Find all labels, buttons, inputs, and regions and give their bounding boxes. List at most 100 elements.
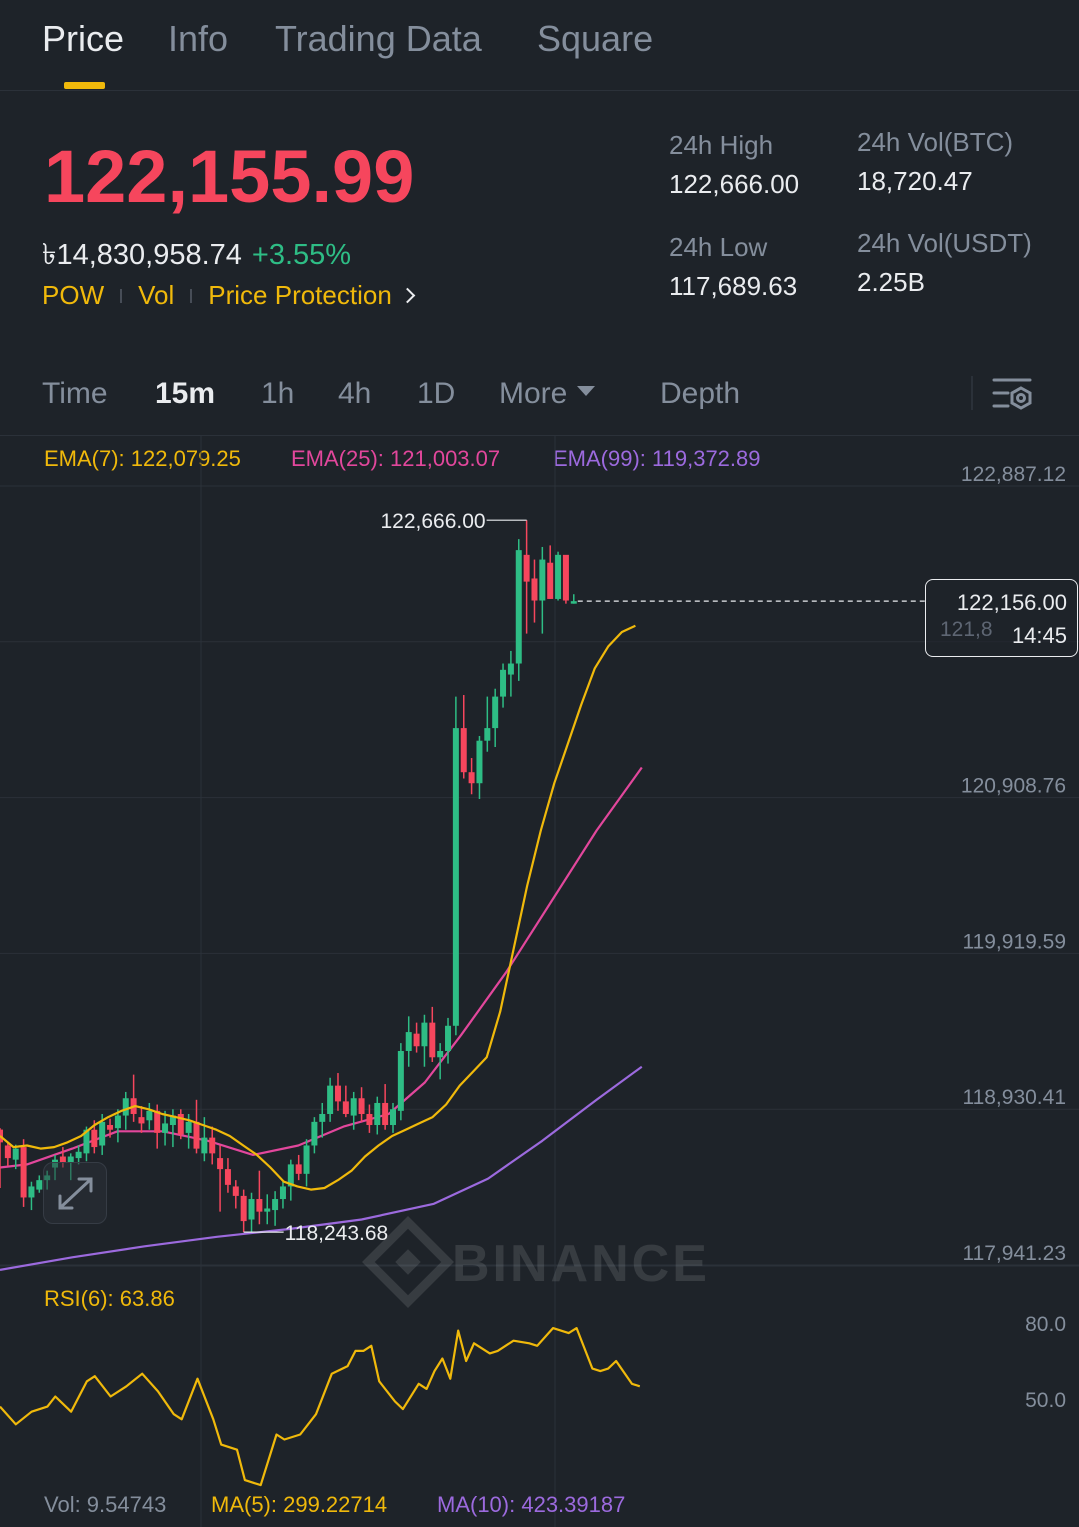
candle [342,1085,349,1118]
ema99-path [0,1065,643,1271]
candle-body [107,1125,114,1130]
low-marker-label: 118,243.68 [285,1222,389,1245]
ema7-legend: EMA(7): 122,079.25 [44,446,241,471]
candle-body [342,1101,349,1114]
tag-pow[interactable]: POW [42,280,105,310]
stat-24h-vol-btc: 24h Vol(BTC) 18,720.47 [857,127,1013,197]
interval-depth[interactable]: Depth [660,377,741,410]
interval-time[interactable]: Time [42,377,108,410]
candle-body [154,1110,161,1133]
interval-more[interactable]: More [499,377,596,411]
watermark: BINANCE [362,1216,707,1308]
candle-body [547,562,554,599]
candle-body [138,1117,145,1124]
tab-trading-data[interactable]: Trading Data [275,18,482,59]
candle-body [4,1145,11,1159]
candle-body [185,1121,192,1133]
candle-body [507,663,514,675]
candle-body [224,1169,231,1185]
candle-body [122,1098,129,1116]
tag-divider [190,288,193,303]
candle-body [452,728,459,1026]
candle [500,663,507,708]
high-low-markers: 122,666.00 118,243.68 [243,510,925,1245]
candle [248,1192,255,1233]
candle-body [382,1102,389,1126]
candle-body [531,578,538,601]
candle [547,545,554,599]
candle-body [248,1199,255,1220]
price-axis-label: 118,930.41 [962,1086,1066,1109]
candle-body [555,554,562,599]
price-change-percent: +3.55% [251,239,352,271]
candle-body [539,559,546,601]
interval-divider [971,376,973,410]
candle [232,1180,239,1209]
stat-label: 24h Vol(USDT) [857,228,1032,258]
tag-vol[interactable]: Vol [138,280,175,310]
interval-15m[interactable]: 15m [155,377,216,410]
candles [0,520,577,1233]
candle [445,1017,452,1064]
caret-down-icon [577,386,596,397]
candle [531,559,538,623]
interval-bar: Time 15m 1h 4h 1D More Depth [0,360,1079,436]
interval-1h[interactable]: 1h [261,377,295,410]
last-price: 122,155.99 [44,135,415,218]
chevron-right-icon [399,287,416,304]
candle-body [12,1148,19,1160]
chart-settings-icon[interactable] [990,374,1036,418]
tab-price[interactable]: Price [42,18,125,59]
candle [28,1181,35,1211]
price-axis-label: 122,887.12 [961,463,1066,486]
candle [75,1145,82,1165]
candle-body [114,1115,121,1129]
candle-body [445,1025,452,1051]
tag-price-protection[interactable]: Price Protection [208,280,392,310]
candle [177,1109,184,1140]
candle [413,1022,420,1053]
candle-body [334,1085,341,1102]
candle [334,1073,341,1111]
candle-body [437,1050,444,1058]
ema25-path [0,766,643,1169]
candle [287,1159,294,1201]
stat-value: 117,689.63 [669,271,798,301]
candle-body [327,1085,334,1114]
candle-body [217,1158,224,1170]
current-price-box[interactable]: 121,8 122,156.00 14:45 [925,579,1078,657]
candle [350,1091,357,1130]
candle [562,554,569,604]
candle [193,1099,200,1154]
candle-body [177,1113,184,1135]
fiat-price: ৳14,830,958.74 [42,239,242,271]
interval-1d[interactable]: 1D [417,377,456,410]
expand-icon [58,1177,93,1210]
candle [555,551,562,601]
candle-body [240,1195,247,1222]
candle [397,1043,404,1121]
candle [539,546,546,634]
candle [146,1102,153,1130]
candle-body [570,601,577,604]
ema99-legend: EMA(99): 119,372.89 [553,446,761,471]
candle [264,1194,271,1225]
candle-body [468,772,475,784]
candle [460,695,467,779]
candle-body [492,696,499,729]
interval-4h[interactable]: 4h [338,377,372,410]
candle [12,1144,19,1170]
candle-body [146,1110,153,1121]
candle [295,1154,302,1181]
candle-body [413,1033,420,1047]
rsi-axis-label: 80.0 [1025,1313,1066,1336]
ema7-path [0,624,636,1191]
tab-square[interactable]: Square [537,18,654,59]
candle [130,1074,137,1122]
tab-info[interactable]: Info [168,18,229,59]
rsi-path [0,1327,641,1487]
rsi-legend: RSI(6): 63.86 [44,1286,175,1311]
stat-value: 2.25B [857,267,925,297]
expand-chart-button[interactable] [43,1162,107,1224]
